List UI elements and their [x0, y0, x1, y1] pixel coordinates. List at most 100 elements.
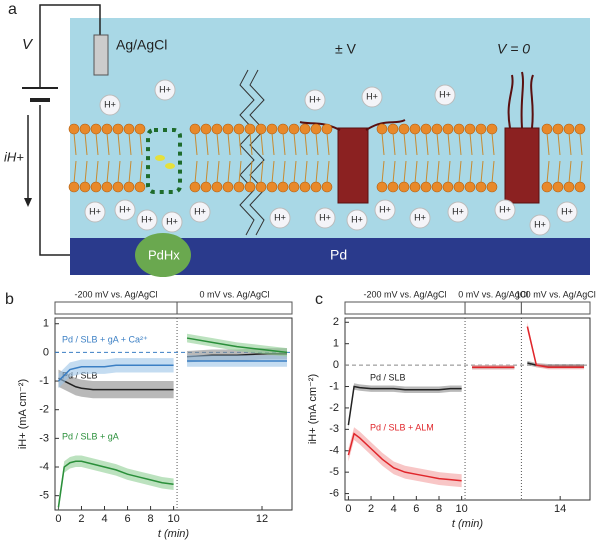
proton — [99, 94, 121, 116]
proton — [269, 207, 291, 229]
lipid-head — [431, 181, 443, 193]
lipid-head — [134, 181, 146, 193]
lipid-tail — [227, 132, 231, 156]
lipid-head — [266, 123, 278, 135]
lipid-tail — [480, 160, 484, 184]
lipid-head — [387, 123, 399, 135]
proton-label: H+ — [379, 204, 391, 214]
lipid-head — [189, 123, 201, 135]
y-tick-label: 0 — [43, 346, 49, 358]
lipid-head — [574, 181, 586, 193]
y-tick-label: -1 — [329, 380, 339, 392]
lipid-tail — [458, 132, 462, 156]
lipid-tail — [106, 160, 110, 184]
break-line — [249, 69, 265, 236]
proton-label: H+ — [351, 214, 363, 224]
y-tick-label: -3 — [39, 432, 49, 444]
series-line — [57, 364, 174, 382]
lipid-tail — [84, 160, 88, 184]
lipid-head — [299, 123, 311, 135]
lipid-tail — [436, 160, 440, 184]
pdhx — [135, 233, 191, 277]
lipid-tail — [315, 132, 319, 156]
electrode-label: Ag/AgCl — [116, 37, 167, 53]
lipid-tail — [315, 160, 319, 184]
x-tick-label: 4 — [391, 503, 397, 515]
lipid-head — [299, 181, 311, 193]
x-tick-label: 10 — [167, 513, 179, 525]
segment-header — [176, 301, 293, 315]
proton — [434, 84, 456, 106]
lipid-head — [552, 123, 564, 135]
y-tick-label: -5 — [329, 466, 339, 478]
proton-label: H+ — [159, 84, 171, 94]
proton-label: H+ — [274, 212, 286, 222]
lipid-tail — [293, 132, 297, 156]
lipid-head — [90, 181, 102, 193]
v-zero-label: V = 0 — [497, 41, 530, 57]
lipid-head — [475, 181, 487, 193]
lipid-tail — [95, 160, 99, 184]
lipid-tail — [227, 160, 231, 184]
y-tick-label: -4 — [329, 445, 339, 457]
series-label: Pd / SLB — [62, 370, 98, 380]
series-label: Pd / SLB + gA — [62, 431, 119, 441]
lipid-tail — [469, 160, 473, 184]
series-line — [186, 337, 288, 354]
lipid-tail — [304, 160, 308, 184]
error-band — [58, 455, 174, 513]
x-axis-label: t (min) — [158, 528, 190, 540]
lipid-head — [112, 181, 124, 193]
lipid-tail — [238, 132, 242, 156]
error-band — [348, 427, 462, 488]
lipid-tail — [392, 160, 396, 184]
lipid-tail — [128, 132, 132, 156]
lipid-head — [277, 181, 289, 193]
lipid-tail — [568, 160, 572, 184]
lipid-tail — [216, 160, 220, 184]
lipid-head — [541, 123, 553, 135]
lipid-head — [68, 123, 80, 135]
electrode — [93, 34, 109, 76]
lipid-tail — [447, 160, 451, 184]
x-tick-label: 14 — [554, 503, 566, 515]
proton-label: H+ — [534, 219, 546, 229]
lipid-head — [123, 123, 135, 135]
lipid-tail — [293, 160, 297, 184]
substrate-label: Pd — [330, 247, 347, 263]
proton-label: H+ — [319, 212, 331, 222]
lipid-head — [288, 123, 300, 135]
lipid-tail — [271, 160, 275, 184]
lipid-head — [442, 181, 454, 193]
proton-label: H+ — [414, 212, 426, 222]
proton-label: H+ — [89, 206, 101, 216]
lipid-tail — [326, 160, 330, 184]
lipid-tail — [117, 132, 121, 156]
lipid-head — [420, 123, 432, 135]
y-tick-label: 1 — [333, 338, 339, 350]
lipid-head — [563, 123, 575, 135]
lipid-head — [409, 123, 421, 135]
x-tick-label: 2 — [368, 503, 374, 515]
lipid-tail — [216, 132, 220, 156]
error-band — [58, 369, 174, 399]
hydride-label: PdHx — [148, 247, 180, 262]
alm-channel — [337, 127, 369, 204]
lipid-head — [431, 123, 443, 135]
lipid-head — [442, 123, 454, 135]
lipid-head — [310, 181, 322, 193]
proton — [189, 201, 211, 223]
y-tick-label: -5 — [39, 490, 49, 502]
series-label: Pd / SLB + gA + Ca²⁺ — [62, 334, 148, 344]
segment-header — [344, 301, 466, 315]
proton — [346, 209, 368, 231]
pm-v-label: ± V — [335, 41, 357, 57]
lipid-head — [453, 181, 465, 193]
lipid-head — [486, 181, 498, 193]
lipid-head — [255, 123, 267, 135]
current-label: iH+ — [4, 149, 24, 164]
y-tick-label: 0 — [333, 359, 339, 371]
lipid-tail — [238, 160, 242, 184]
proton — [136, 209, 158, 231]
